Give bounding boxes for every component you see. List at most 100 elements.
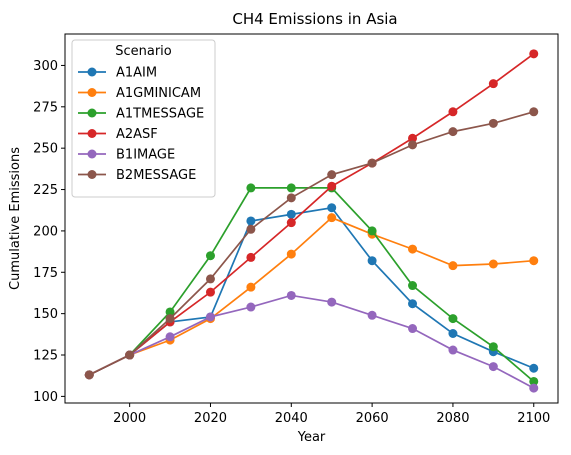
legend-label: A2ASF [116,127,158,142]
data-point [246,216,256,226]
legend-label: A1AIM [116,66,157,81]
legend-box [71,39,216,198]
data-point [448,314,458,324]
legend-label: A1TMESSAGE [116,107,204,122]
data-point [246,282,256,292]
legend-marker [87,88,97,97]
data-point [408,299,418,309]
data-point [408,244,418,254]
legend-marker [87,129,97,138]
y-tick-label: 225 [33,183,58,198]
legend-title: Scenario [115,44,172,59]
series-a1aim [84,203,539,380]
legend-item: A1GMINICAM [78,86,201,101]
data-point [286,183,296,193]
series-line [88,110,534,376]
legend-label: B1IMAGE [116,148,175,163]
x-tick-label: 2000 [113,411,146,426]
data-point [529,49,539,59]
y-axis: 100 125 150 175 200 225 250 275 300 [33,59,65,405]
data-point [246,302,256,312]
data-point [246,252,256,262]
data-point [165,314,175,324]
data-point [327,203,337,213]
series-line [88,187,535,383]
y-tick-label: 125 [33,349,58,364]
x-tick-label: 2040 [275,411,308,426]
data-point [529,363,539,373]
data-point [448,127,458,137]
data-point [205,251,215,261]
legend-item: B1IMAGE [78,148,175,163]
data-point [327,170,337,180]
legend-item: A1TMESSAGE [78,107,204,122]
series-line [88,294,535,389]
plot-area [84,49,539,393]
legend-label: A1GMINICAM [116,86,201,101]
y-tick-label: 300 [33,59,58,74]
data-point [286,218,296,228]
data-point [205,274,215,284]
plot-frame [64,33,559,404]
series-line [88,216,534,376]
x-axis: 2000 2020 2040 2060 2080 2100 [113,403,550,426]
y-axis-label: Cumulative Emissions [8,147,23,290]
data-point [488,118,498,128]
data-point [488,342,498,352]
legend-marker [87,170,97,179]
data-point [448,261,458,271]
series-line [88,53,535,376]
y-tick-label: 100 [33,390,58,405]
y-tick-label: 200 [33,224,58,239]
legend-item: A1AIM [78,66,157,81]
series-b2message [84,107,539,380]
y-tick-label: 275 [33,100,58,115]
series-line [88,206,535,376]
data-point [529,107,539,117]
data-point [488,259,498,269]
legend: Scenario A1AIM A1GMINICAM A1TMESSAGE A2ASF B1… [71,39,216,198]
data-point [448,329,458,339]
data-point [448,107,458,117]
x-tick-label: 2100 [517,411,550,426]
data-point [529,256,539,266]
data-point [448,345,458,355]
data-point [488,79,498,89]
legend-marker [87,67,97,77]
x-tick-label: 2020 [194,411,227,426]
data-point [286,209,296,219]
y-tick-label: 150 [33,307,58,322]
data-point [125,350,135,360]
data-point [327,181,337,191]
data-point [367,158,377,168]
data-point [408,324,418,334]
data-point [408,281,418,291]
data-point [408,140,418,150]
data-point [327,297,337,307]
data-point [286,249,296,259]
data-point [205,312,215,322]
data-point [165,332,175,342]
data-point [529,376,539,386]
data-point [286,193,296,203]
legend-marker [87,108,97,118]
chart-title: CH4 Emissions in Asia [232,10,397,28]
data-point [286,290,296,300]
legend-item: A2ASF [78,127,158,142]
data-point [205,287,215,297]
data-point [488,362,498,372]
legend-label: B2MESSAGE [116,168,196,183]
data-point [246,183,256,193]
y-tick-label: 175 [33,266,58,281]
data-point [408,133,418,143]
data-point [327,213,337,223]
y-tick-label: 250 [33,142,58,157]
x-tick-label: 2060 [356,411,389,426]
x-tick-label: 2080 [436,411,469,426]
data-point [84,370,94,380]
data-point [246,224,256,234]
legend-marker [87,149,97,159]
data-point [367,256,377,266]
data-point [529,383,539,393]
